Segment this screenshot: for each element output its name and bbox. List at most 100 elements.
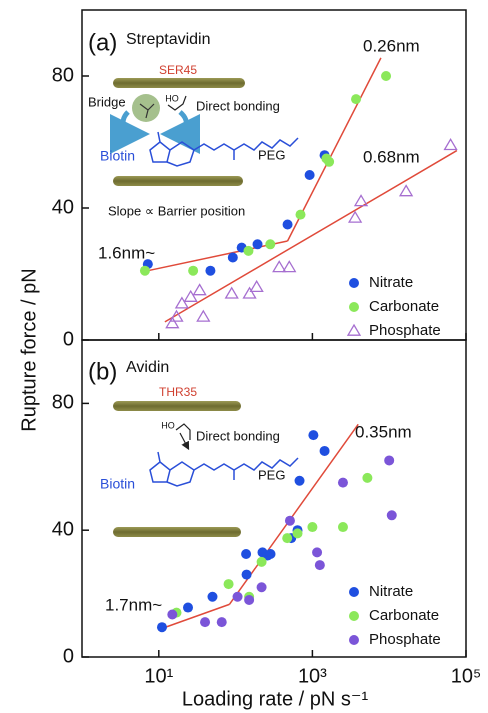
legend-label: Nitrate (369, 274, 413, 291)
point (351, 94, 362, 105)
point (224, 286, 239, 299)
point (398, 184, 414, 197)
fit-label: 1.7nm~ (105, 595, 162, 614)
point (282, 533, 293, 544)
arrow (179, 432, 190, 451)
point (294, 475, 305, 486)
point (205, 265, 216, 276)
point (347, 210, 363, 223)
point (292, 528, 303, 539)
biotin-label: Biotin (100, 148, 135, 164)
point (362, 472, 373, 483)
residue-label: SER45 (159, 63, 197, 77)
point (381, 71, 392, 81)
point (295, 209, 306, 220)
point (169, 309, 184, 322)
point (243, 245, 254, 256)
fit-label: 0.68nm (363, 147, 420, 166)
panel-label: (b) (88, 358, 117, 385)
point (319, 445, 330, 456)
hydroxyl-label: HO (165, 93, 179, 103)
plate (113, 78, 245, 88)
biotin-structure (149, 131, 299, 167)
peg-label: PEG (258, 467, 285, 482)
arrow (160, 110, 201, 154)
fit-label: 1.6nm~ (98, 243, 155, 262)
y-tick-label: 80 (52, 64, 74, 86)
point (244, 594, 255, 605)
bridge-label: Bridge (88, 94, 126, 109)
fit-label: 0.35nm (355, 422, 412, 441)
legend-marker (349, 587, 359, 597)
point (282, 219, 293, 230)
bonding-label: Direct bonding (196, 428, 280, 443)
legend-marker (349, 635, 359, 645)
x-tick-label: 10¹ (144, 665, 173, 687)
legend-label: Phosphate (369, 322, 441, 339)
peg-label: PEG (258, 147, 285, 162)
point (337, 477, 348, 488)
plate (113, 401, 241, 411)
point (312, 547, 323, 558)
legend-marker (349, 611, 359, 621)
x-axis-label: Loading rate / pN s⁻¹ (182, 688, 369, 710)
point (272, 260, 287, 273)
point (227, 252, 238, 263)
fit-line (159, 603, 230, 630)
point (265, 548, 276, 559)
plate (113, 176, 243, 186)
legend-label: Carbonate (369, 298, 439, 315)
y-tick-label: 40 (52, 196, 74, 218)
fit-line (164, 149, 458, 323)
point (386, 510, 397, 521)
point (249, 279, 264, 293)
y-axis-label: Rupture force / pN (18, 268, 40, 431)
plot-frame (81, 339, 467, 658)
point (337, 522, 348, 533)
point (241, 548, 252, 559)
residue-label: THR35 (159, 385, 197, 399)
legend-label: Phosphate (369, 631, 441, 648)
biotin-structure (149, 451, 299, 487)
fit-line (147, 240, 288, 272)
point (256, 582, 267, 593)
point (200, 617, 211, 628)
y-tick-label: 0 (63, 328, 74, 350)
legend-label: Carbonate (369, 607, 439, 624)
x-tick-label: 10⁵ (451, 665, 482, 687)
point (241, 569, 252, 580)
point (232, 591, 243, 602)
inset-b (113, 401, 299, 537)
point (284, 515, 295, 526)
point (223, 579, 234, 590)
point (282, 260, 297, 273)
point (308, 430, 319, 441)
y-tick-label: 0 (63, 645, 74, 667)
panel-subtitle: Avidin (126, 359, 169, 376)
legend-label: Nitrate (369, 583, 413, 600)
point (192, 283, 207, 296)
legend-marker (346, 323, 362, 336)
point (252, 239, 263, 250)
point (139, 265, 150, 276)
side-chain (167, 95, 187, 111)
slope-note: Slope ∝ Barrier position (108, 203, 245, 218)
point (174, 296, 190, 309)
point (216, 617, 227, 628)
point (324, 156, 335, 167)
hydroxyl-label: HO (161, 420, 175, 430)
point (443, 138, 458, 151)
point (256, 556, 267, 567)
legend-marker (349, 302, 359, 312)
biotin-label: Biotin (100, 476, 135, 492)
point (167, 609, 178, 620)
point (188, 265, 199, 276)
inset-a (109, 78, 299, 186)
panel-label: (a) (88, 29, 117, 56)
point (242, 286, 257, 299)
bonding-label: Direct bonding (196, 98, 280, 113)
point (196, 309, 211, 322)
point (353, 194, 369, 207)
